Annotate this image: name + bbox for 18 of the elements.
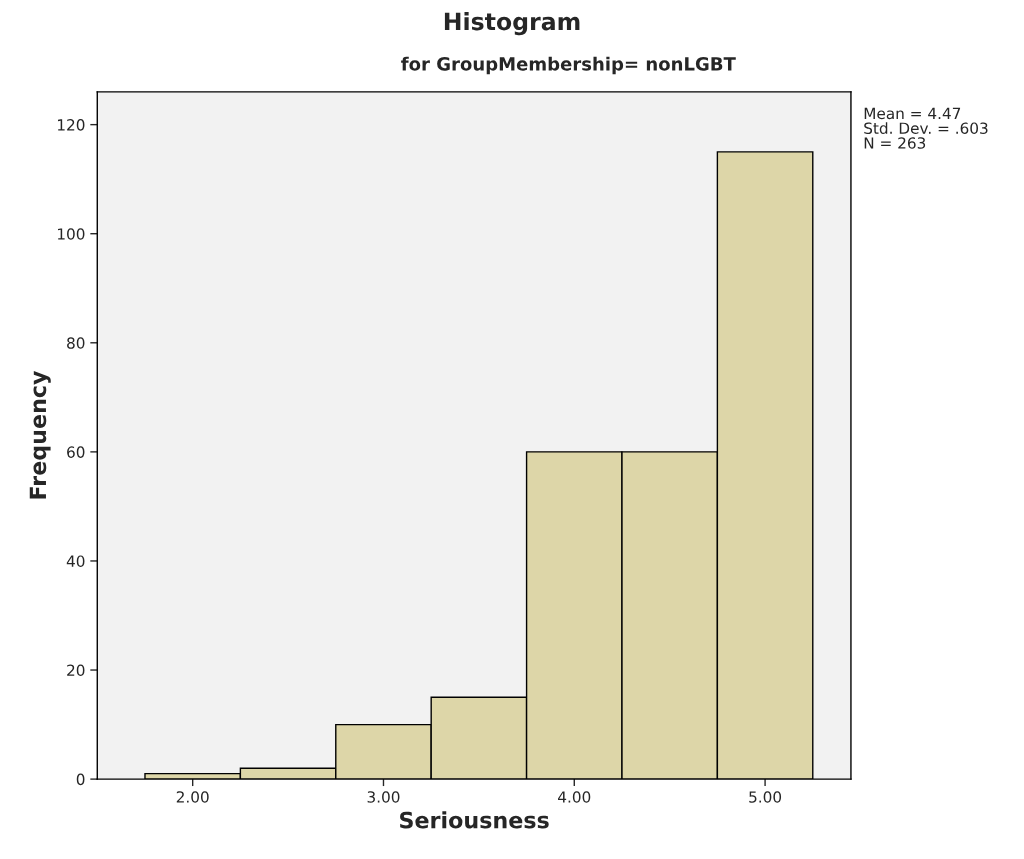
x-axis-title: Seriousness (400, 811, 549, 829)
y-tick-label: 60 (67, 446, 85, 458)
y-axis-title: Frequency (29, 370, 51, 499)
y-tick-label: 100 (57, 228, 85, 240)
text: Std. Dev. = .603 (864, 122, 988, 134)
y-tick-label: 40 (66, 555, 85, 567)
x-tick-label: 5.00 (749, 791, 782, 803)
y-tick-label: 80 (67, 337, 85, 349)
y-tick-label: 120 (57, 119, 85, 131)
y-tick-label: 0 (76, 773, 85, 786)
chart-subtitle: for GroupMembership= nonLGBT (401, 56, 736, 75)
y-tick-label: 20 (67, 664, 85, 677)
x-tick-label: 2.00 (176, 791, 209, 803)
text: Mean = 4.47 (864, 107, 961, 120)
x-tick-label: 3.00 (367, 791, 400, 803)
x-tick-label: 4.00 (558, 791, 591, 803)
text: N = 263 (864, 137, 926, 149)
chart-title: Histogram (444, 12, 580, 36)
